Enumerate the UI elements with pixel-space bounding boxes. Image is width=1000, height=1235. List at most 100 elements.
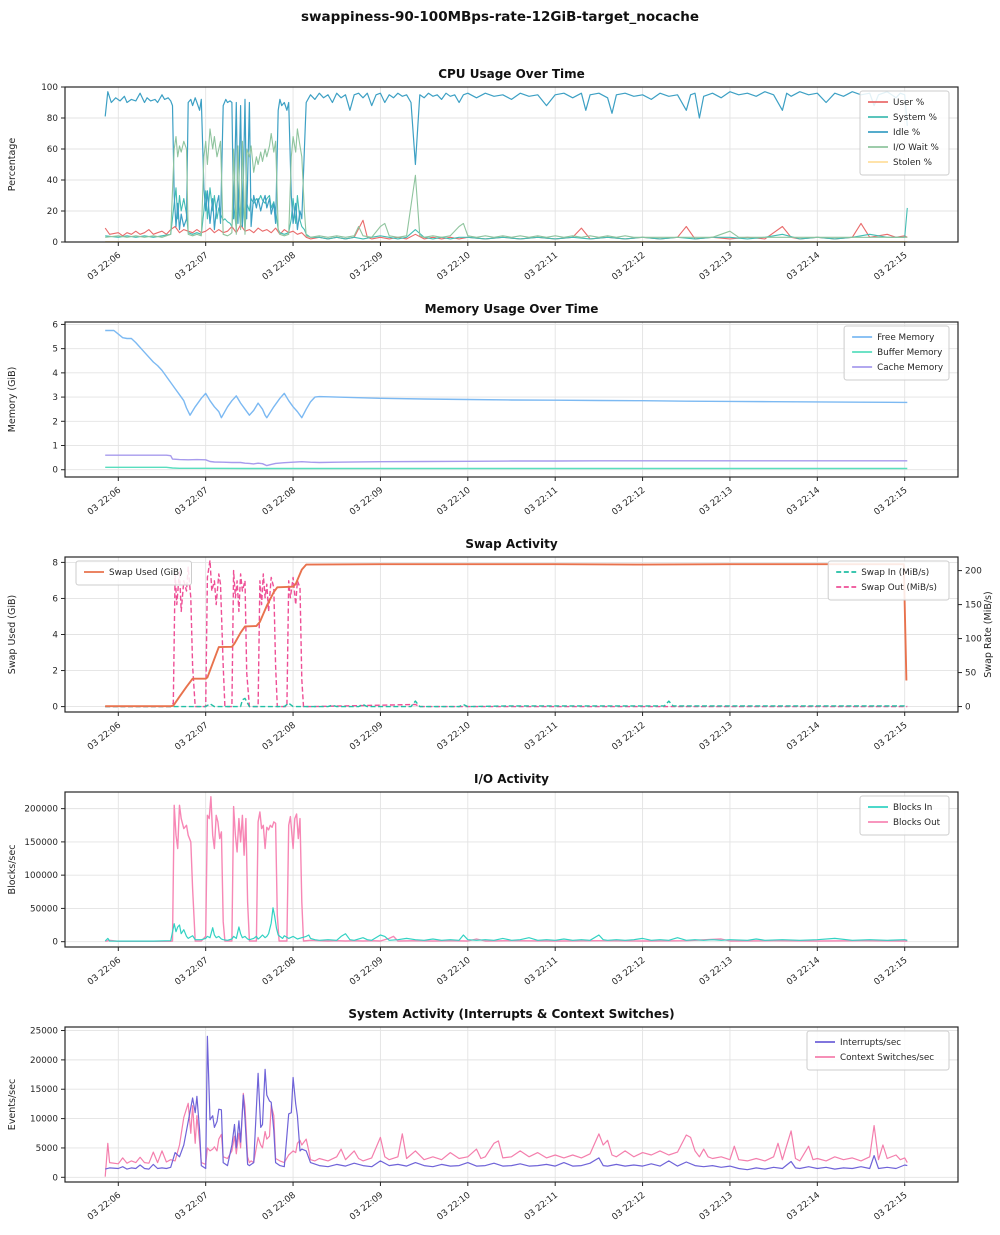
io-xtick: 03 22:08 — [261, 955, 298, 987]
swap-xtick: 03 22:15 — [872, 720, 909, 752]
legend-label-interrupts-sec: Interrupts/sec — [840, 1038, 901, 1048]
memory-xtick: 03 22:12 — [610, 485, 647, 517]
system-series-interrupts-sec — [105, 1035, 908, 1171]
memory-xtick: 03 22:11 — [523, 485, 560, 517]
io-xtick: 03 22:11 — [523, 955, 560, 987]
cpu-ytick: 40 — [47, 176, 59, 186]
swap-xtick: 03 22:06 — [86, 720, 123, 752]
cpu-chart: 03 22:06 03 22:07 03 22:08 03 22:09 03 22:10… — [7, 67, 959, 283]
io-xtick: 03 22:15 — [872, 955, 909, 987]
swap-ytick: 6 — [52, 594, 58, 604]
io-xtick: 03 22:12 — [610, 955, 647, 987]
swap-legend: Swap Used (GiB) — [75, 560, 192, 586]
io-chart-title: I/O Activity — [474, 772, 549, 786]
memory-xtick: 03 22:13 — [698, 485, 735, 517]
system-xtick: 03 22:11 — [523, 1190, 560, 1222]
cpu-xtick: 03 22:10 — [435, 250, 472, 282]
memory-ytick: 6 — [52, 320, 58, 330]
memory-xtick: 03 22:08 — [261, 485, 298, 517]
legend-label-user: User % — [893, 98, 924, 108]
system-xtick: 03 22:14 — [785, 1190, 822, 1222]
io-xtick: 03 22:13 — [698, 955, 735, 987]
memory-ytick: 1 — [52, 442, 58, 452]
swap-chart-title: Swap Activity — [465, 537, 558, 551]
cpu-ytick: 80 — [47, 114, 59, 124]
cpu-ytick: 20 — [47, 207, 59, 217]
cpu-chart-title: CPU Usage Over Time — [438, 67, 585, 81]
swap-legend: Swap In (MiB/s) Swap Out (MiB/s) — [827, 560, 950, 601]
cpu-series-idle — [104, 91, 908, 231]
system-chart: 03 22:06 03 22:07 03 22:08 03 22:09 03 22:10… — [7, 1007, 959, 1223]
io-ytick: 150000 — [24, 838, 58, 848]
system-xtick: 03 22:15 — [872, 1190, 909, 1222]
swap-xtick: 03 22:08 — [261, 720, 298, 752]
legend-label-idle: Idle % — [893, 128, 920, 138]
io-ytick: 100000 — [24, 871, 58, 881]
memory-ytick: 5 — [52, 345, 58, 355]
swap-series-swap-out-mib-s — [105, 559, 908, 708]
legend-label-swap-in-mib-s: Swap In (MiB/s) — [861, 568, 929, 578]
memory-xtick: 03 22:10 — [435, 485, 472, 517]
legend-label-swap-out-mib-s: Swap Out (MiB/s) — [861, 583, 937, 593]
memory-series-free-memory — [105, 329, 908, 419]
io-legend: Blocks In Blocks Out — [859, 795, 950, 836]
swap-xtick: 03 22:13 — [698, 720, 735, 752]
memory-ytick: 4 — [52, 369, 58, 379]
cpu-legend: User % System % Idle % I/O Wait % Stolen % — [859, 90, 950, 176]
memory-xtick: 03 22:14 — [785, 485, 822, 517]
memory-xtick: 03 22:15 — [872, 485, 909, 517]
legend-label-context-switches-sec: Context Switches/sec — [840, 1053, 934, 1063]
io-ytick: 200000 — [24, 805, 58, 815]
io-xtick: 03 22:09 — [348, 955, 385, 987]
system-xtick: 03 22:12 — [610, 1190, 647, 1222]
cpu-series-i-o-wait — [105, 128, 908, 238]
legend-label-blocks-out: Blocks Out — [893, 818, 941, 828]
swap-ytick-right: 200 — [965, 567, 982, 577]
system-xtick: 03 22:09 — [348, 1190, 385, 1222]
system-ytick: 0 — [52, 1173, 58, 1183]
cpu-xtick: 03 22:13 — [698, 250, 735, 282]
cpu-xtick: 03 22:14 — [785, 250, 822, 282]
swap-xtick: 03 22:12 — [610, 720, 647, 752]
memory-ytick: 0 — [52, 466, 58, 476]
swap-ytick-right: 50 — [965, 669, 977, 679]
system-ytick: 15000 — [30, 1085, 58, 1095]
swap-ytick: 2 — [52, 667, 58, 677]
memory-chart: 03 22:06 03 22:07 03 22:08 03 22:09 03 22:10… — [7, 302, 959, 518]
swap-ytick-right: 100 — [965, 635, 982, 645]
legend-label-buffer-memory: Buffer Memory — [877, 348, 942, 358]
memory-legend: Free Memory Buffer Memory Cache Memory — [843, 325, 950, 381]
legend-label-i-o-wait: I/O Wait % — [893, 143, 939, 153]
system-ylabel: Events/sec — [7, 1079, 18, 1130]
cpu-xtick: 03 22:11 — [523, 250, 560, 282]
cpu-xtick: 03 22:15 — [872, 250, 909, 282]
swap-xtick: 03 22:14 — [785, 720, 822, 752]
memory-ytick: 2 — [52, 417, 58, 427]
memory-ytick: 3 — [52, 393, 58, 403]
figure-title: swappiness-90-100MBps-rate-12GiB-target_… — [301, 9, 699, 25]
swap-ytick-right: 150 — [965, 601, 982, 611]
cpu-series-system — [105, 187, 908, 240]
swap-xtick: 03 22:09 — [348, 720, 385, 752]
io-series-blocks-out — [105, 796, 908, 942]
system-xtick: 03 22:10 — [435, 1190, 472, 1222]
swap-ylabel: Swap Used (GiB) — [7, 595, 18, 674]
io-ytick: 50000 — [30, 904, 58, 914]
system-xtick: 03 22:06 — [86, 1190, 123, 1222]
memory-xtick: 03 22:06 — [86, 485, 123, 517]
io-xtick: 03 22:10 — [435, 955, 472, 987]
swap-chart: 03 22:06 03 22:07 03 22:08 03 22:09 03 22:10… — [7, 537, 994, 753]
memory-xtick: 03 22:07 — [173, 485, 210, 517]
cpu-xtick: 03 22:09 — [348, 250, 385, 282]
cpu-ytick: 0 — [52, 238, 58, 248]
io-series-blocks-in — [104, 907, 908, 942]
system-xtick: 03 22:08 — [261, 1190, 298, 1222]
swap-series-swap-used-gib — [105, 563, 908, 708]
io-xtick: 03 22:07 — [173, 955, 210, 987]
charts-container: 03 22:06 03 22:07 03 22:08 03 22:09 03 22:10… — [0, 60, 1000, 1235]
legend-label-free-memory: Free Memory — [877, 333, 934, 343]
cpu-xtick: 03 22:08 — [261, 250, 298, 282]
io-xtick: 03 22:06 — [86, 955, 123, 987]
cpu-xtick: 03 22:12 — [610, 250, 647, 282]
memory-xtick: 03 22:09 — [348, 485, 385, 517]
